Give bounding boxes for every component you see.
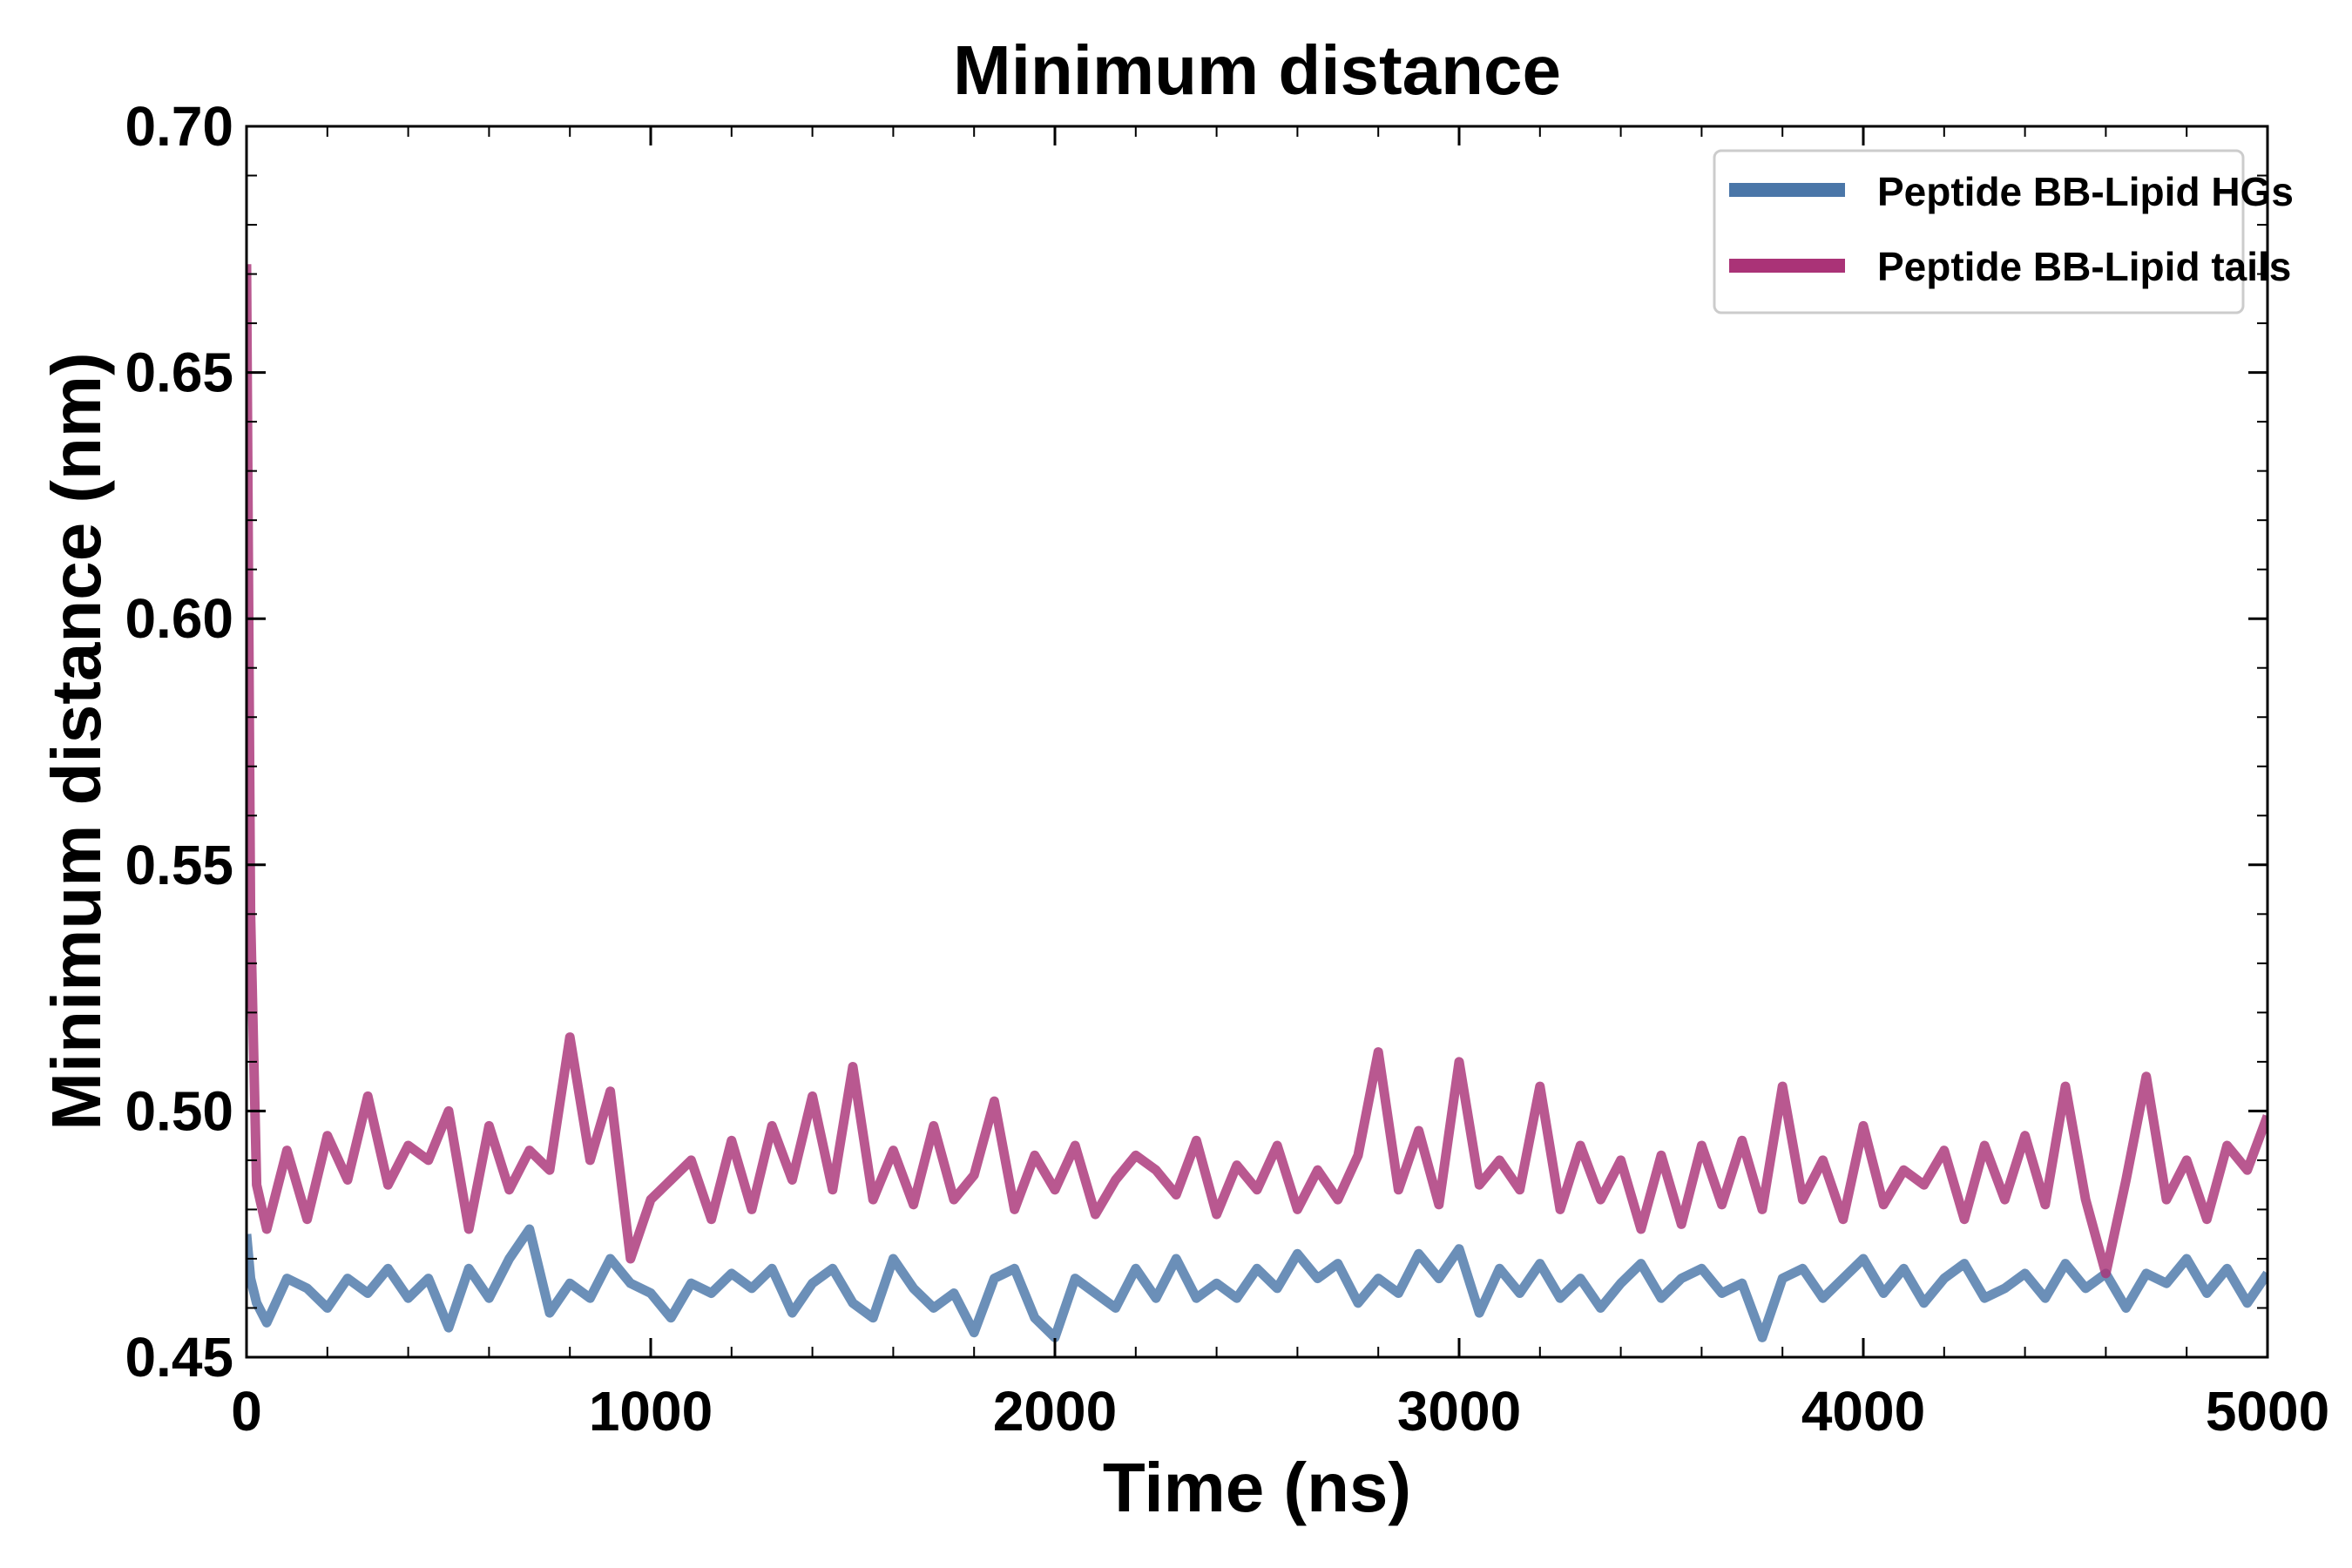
x-tick-label: 4000: [1801, 1380, 1925, 1443]
legend-box: [1713, 149, 2245, 314]
x-tick-label: 3000: [1397, 1380, 1521, 1443]
x-tick-label: 5000: [2206, 1380, 2329, 1443]
ticks-layer: 0 1000 2000 3000 4000 5000 0.45 0.50 0.55 0.60 0.6…: [125, 95, 2329, 1443]
legend: Peptide BB-Lipid HGs Peptide BB-Lipid ta…: [1713, 149, 2294, 314]
y-axis-label: Minimum distance (nm): [37, 352, 115, 1130]
y-tick-label: 0.50: [125, 1079, 233, 1142]
legend-label-tails: Peptide BB-Lipid tails: [1877, 244, 2291, 289]
series-line-1: [247, 264, 2268, 1279]
legend-label-hgs: Peptide BB-Lipid HGs: [1877, 169, 2294, 214]
x-tick-label: 2000: [993, 1380, 1117, 1443]
series-layer: [247, 264, 2268, 1342]
y-tick-label: 0.60: [125, 587, 233, 650]
y-tick-label: 0.55: [125, 834, 233, 896]
x-axis-label: Time (ns): [1103, 1449, 1411, 1526]
y-tick-label: 0.70: [125, 95, 233, 158]
y-tick-label: 0.45: [125, 1326, 233, 1389]
x-tick-label: 1000: [589, 1380, 713, 1443]
series-line-0: [247, 1224, 2268, 1342]
y-tick-label: 0.65: [125, 341, 233, 404]
chart-title: Minimum distance: [953, 31, 1561, 109]
plot-frame: [245, 125, 2269, 1359]
x-tick-label: 0: [231, 1380, 262, 1443]
